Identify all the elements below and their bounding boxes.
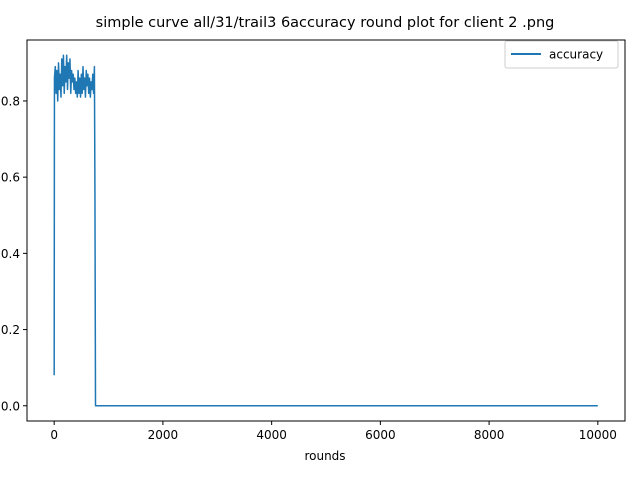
- y-tick-label: 0.6: [1, 171, 20, 185]
- legend: accuracy: [504, 40, 619, 69]
- x-axis-ticks: 0 2000 4000 6000 8000 10000: [50, 421, 617, 442]
- plot-area: [53, 54, 598, 407]
- x-tick-label: 0: [50, 428, 58, 442]
- x-axis-label: rounds: [304, 449, 345, 463]
- legend-label-accuracy: accuracy: [549, 48, 603, 62]
- y-tick-label: 0.4: [1, 247, 20, 261]
- x-tick-label: 8000: [474, 428, 505, 442]
- x-tick-label: 10000: [579, 428, 617, 442]
- series-line-accuracy: [53, 54, 598, 407]
- x-tick-label: 4000: [256, 428, 287, 442]
- y-tick-label: 0.0: [1, 399, 20, 413]
- axes-frame: [26, 39, 626, 422]
- legend-box: [504, 40, 619, 69]
- x-tick-label: 2000: [148, 428, 179, 442]
- y-tick-label: 0.2: [1, 323, 20, 337]
- y-tick-label: 0.8: [1, 94, 20, 108]
- y-axis-ticks: 0.0 0.2 0.4 0.6 0.8: [1, 94, 27, 413]
- chart-title: simple curve all/31/trail3 6accuracy rou…: [96, 15, 555, 31]
- x-tick-label: 6000: [365, 428, 396, 442]
